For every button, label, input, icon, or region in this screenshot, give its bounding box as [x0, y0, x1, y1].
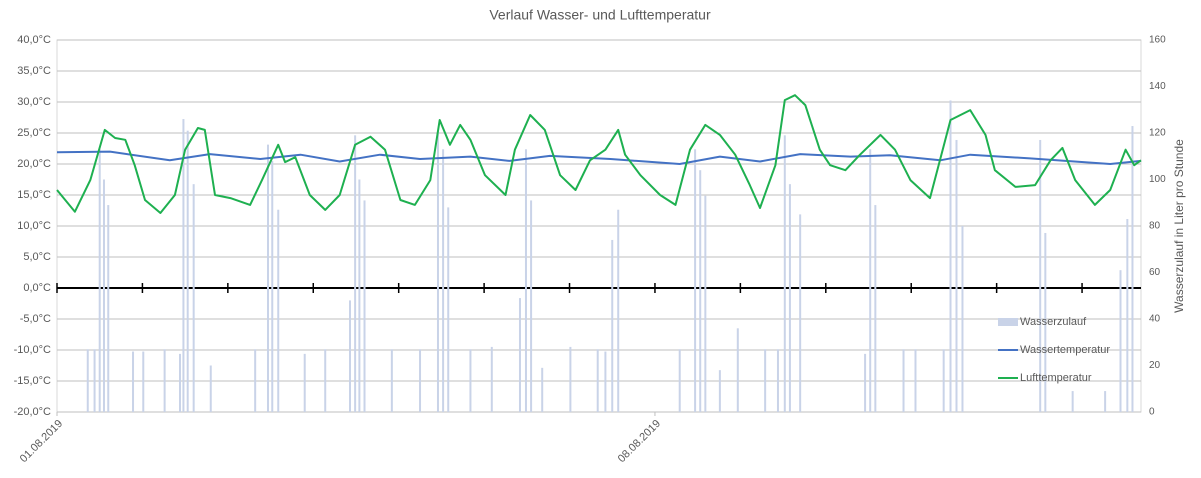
- bar: [1126, 219, 1129, 412]
- bar: [132, 351, 135, 412]
- bar: [447, 207, 450, 412]
- bar: [390, 349, 393, 412]
- y-tick-label: 40,0°C: [17, 34, 51, 46]
- bar: [303, 353, 306, 412]
- bar: [955, 139, 958, 412]
- legend-label: Lufttemperatur: [1020, 372, 1092, 384]
- y2-tick-label: 0: [1149, 407, 1155, 418]
- y-tick-label: -5,0°C: [20, 313, 51, 325]
- bar: [107, 205, 110, 412]
- bar: [799, 214, 802, 412]
- y2-tick-label: 120: [1149, 128, 1166, 139]
- bar: [277, 209, 280, 412]
- bar: [271, 160, 274, 412]
- y2-tick-label: 140: [1149, 81, 1166, 92]
- y-tick-label: 5,0°C: [23, 251, 51, 263]
- bar: [694, 149, 697, 412]
- y-tick-label: 15,0°C: [17, 189, 51, 201]
- bar: [354, 135, 357, 412]
- y2-axis-title: Wasserzulauf in Liter pro Stunde: [1172, 139, 1186, 313]
- legend-swatch: [998, 318, 1018, 326]
- y2-tick-label: 60: [1149, 267, 1161, 278]
- bar: [864, 353, 867, 412]
- bar: [186, 130, 189, 413]
- bar: [699, 170, 702, 412]
- bar: [324, 349, 327, 412]
- y-tick-label: -10,0°C: [14, 344, 51, 356]
- bar: [86, 349, 89, 412]
- y2-tick-label: 100: [1149, 174, 1166, 185]
- bar: [678, 349, 681, 412]
- bar: [358, 179, 361, 412]
- bar: [163, 349, 166, 412]
- bar: [961, 226, 964, 412]
- bar: [1071, 391, 1074, 412]
- bar: [604, 351, 607, 412]
- bar: [611, 239, 614, 412]
- y-tick-label: -20,0°C: [14, 406, 51, 418]
- bar: [949, 100, 952, 412]
- bar: [718, 370, 721, 412]
- bar: [98, 149, 101, 412]
- bar: [419, 349, 422, 412]
- x-tick-label: 08.08.2019: [616, 418, 663, 465]
- bar: [436, 130, 439, 413]
- legend-label: Wassertemperatur: [1020, 344, 1110, 356]
- bar: [93, 349, 96, 412]
- bar: [704, 195, 707, 412]
- bar: [1104, 391, 1107, 412]
- bar: [596, 349, 599, 412]
- bar: [102, 179, 105, 412]
- bar: [530, 200, 533, 412]
- y-tick-label: -15,0°C: [14, 375, 51, 387]
- bar: [182, 119, 185, 413]
- bar: [490, 346, 493, 412]
- y-tick-label: 20,0°C: [17, 158, 51, 170]
- bar: [569, 346, 572, 412]
- bar: [442, 149, 445, 412]
- bar: [874, 205, 877, 412]
- bar: [902, 349, 905, 412]
- y-tick-label: 25,0°C: [17, 127, 51, 139]
- line: [56, 94, 1142, 214]
- bar: [524, 149, 527, 412]
- bar: [518, 298, 521, 412]
- bar: [788, 184, 791, 412]
- bar: [1044, 232, 1047, 412]
- bar: [783, 135, 786, 412]
- bar: [192, 184, 195, 412]
- y2-tick-label: 80: [1149, 221, 1161, 232]
- bar: [617, 209, 620, 412]
- bar: [942, 349, 945, 412]
- y-tick-label: 30,0°C: [17, 96, 51, 108]
- y2-tick-label: 20: [1149, 360, 1161, 371]
- y2-tick-label: 160: [1149, 35, 1166, 46]
- bar: [1119, 270, 1122, 412]
- line: [56, 150, 1142, 165]
- bar: [736, 328, 739, 412]
- y-tick-label: 10,0°C: [17, 220, 51, 232]
- bar: [266, 144, 269, 412]
- bar: [209, 365, 212, 412]
- bar: [776, 349, 779, 412]
- bar: [869, 149, 872, 412]
- bar: [764, 349, 767, 412]
- bar: [348, 300, 351, 412]
- y-tick-label: 0,0°C: [23, 282, 51, 294]
- bar: [541, 367, 544, 412]
- bar: [1039, 139, 1042, 412]
- bar: [254, 349, 257, 412]
- y2-tick-label: 40: [1149, 314, 1161, 325]
- legend-label: Wasserzulauf: [1020, 316, 1087, 328]
- y-tick-label: 35,0°C: [17, 65, 51, 77]
- bar: [1131, 126, 1134, 413]
- bar: [363, 200, 366, 412]
- x-tick-label: 01.08.2019: [18, 418, 65, 465]
- bar: [142, 351, 145, 412]
- bar: [179, 353, 182, 412]
- bar: [469, 349, 472, 412]
- bar: [914, 349, 917, 412]
- chart-title: Verlauf Wasser- und Lufttemperatur: [489, 7, 711, 23]
